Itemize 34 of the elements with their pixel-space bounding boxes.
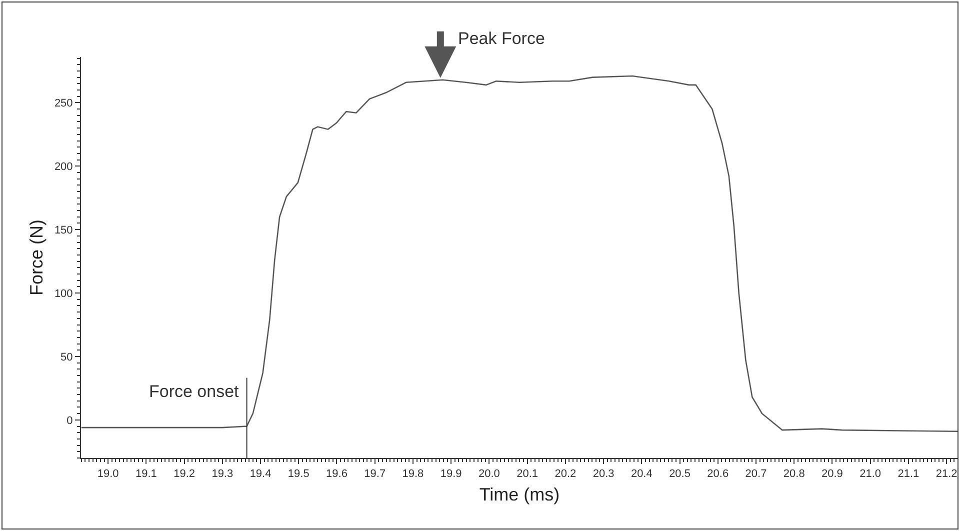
x-tick-label: 20.0 <box>478 468 500 480</box>
y-tick-label: 50 <box>60 351 73 364</box>
annotation: Peak Force <box>458 29 545 48</box>
x-tick-label: 19.5 <box>288 468 310 480</box>
x-tick-label: 19.1 <box>135 468 157 480</box>
x-tick-label: 20.6 <box>707 468 729 480</box>
y-tick-label: 250 <box>54 98 73 110</box>
x-tick-label: 19.4 <box>250 468 272 480</box>
x-tick-label: 20.1 <box>516 468 538 480</box>
x-tick-label: 20.4 <box>630 468 652 480</box>
y-tick-label: 0 <box>66 414 73 427</box>
y-tick-label: 200 <box>54 160 73 173</box>
x-tick-label: 20.9 <box>822 468 843 480</box>
ref-line-label: Force onset <box>149 382 240 401</box>
y-axis-title: Force (N) <box>26 220 47 296</box>
x-tick-label: 20.3 <box>592 468 614 480</box>
line-series <box>81 75 958 432</box>
x-tick-label: 19.9 <box>440 468 462 480</box>
y-tick-label: 100 <box>54 288 73 300</box>
y-tick-label: 150 <box>54 224 73 236</box>
x-tick-label: 21.0 <box>860 468 882 480</box>
x-tick-label: 20.7 <box>745 468 767 480</box>
x-tick-label: 21.2 <box>936 468 958 480</box>
x-tick-label: 21.1 <box>898 468 920 480</box>
x-tick-label: 19.7 <box>364 468 386 480</box>
x-tick-label: 20.5 <box>669 468 690 480</box>
x-tick-label: 19.3 <box>212 468 234 480</box>
x-axis-title: Time (ms) <box>479 484 560 504</box>
x-tick-label: 19.0 <box>97 468 119 480</box>
x-tick-label: 19.6 <box>326 468 348 480</box>
x-tick-label: 19.8 <box>402 468 424 480</box>
x-tick-label: 20.2 <box>554 468 576 480</box>
x-tick-label: 19.2 <box>174 468 195 480</box>
x-tick-label: 20.8 <box>783 468 805 480</box>
